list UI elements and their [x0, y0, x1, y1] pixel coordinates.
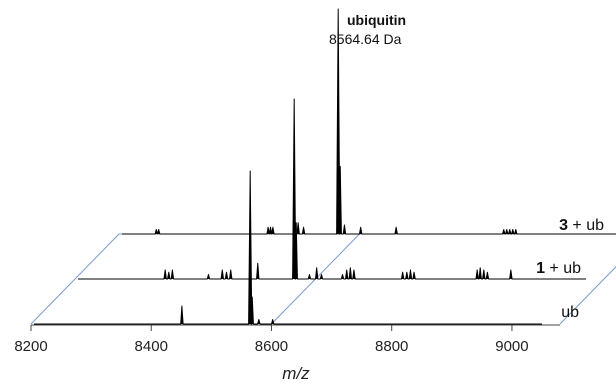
spectrum-trace-2	[78, 98, 586, 280]
trace-label: 1 + ub	[536, 260, 581, 277]
spectrum-trace-3	[122, 8, 616, 235]
x-axis: 8200 8400 8600 8800 9000	[14, 324, 560, 355]
peak-annotation-mass: 8564.64 Da	[329, 31, 402, 47]
spectrum-trace-1	[34, 170, 542, 325]
x-tick-label: 8600	[255, 338, 288, 355]
spectra-traces	[34, 8, 616, 325]
x-tick-label: 8800	[375, 338, 408, 355]
x-tick-label: 8200	[14, 338, 47, 355]
x-axis-title: m/z	[282, 364, 310, 383]
trace-label: 3 + ub	[559, 217, 604, 234]
peak-annotation-name: ubiquitin	[347, 12, 406, 28]
x-tick-label: 9000	[495, 338, 528, 355]
trace-label-suffix: + ub	[545, 260, 581, 277]
x-tick-label: 8400	[135, 338, 168, 355]
trace-label-prefix: 3	[559, 217, 568, 234]
trace-label: ub	[561, 304, 579, 321]
trace-label-suffix: ub	[561, 304, 579, 321]
trace-label-prefix: 1	[536, 260, 545, 277]
trace-label-suffix: + ub	[568, 217, 604, 234]
